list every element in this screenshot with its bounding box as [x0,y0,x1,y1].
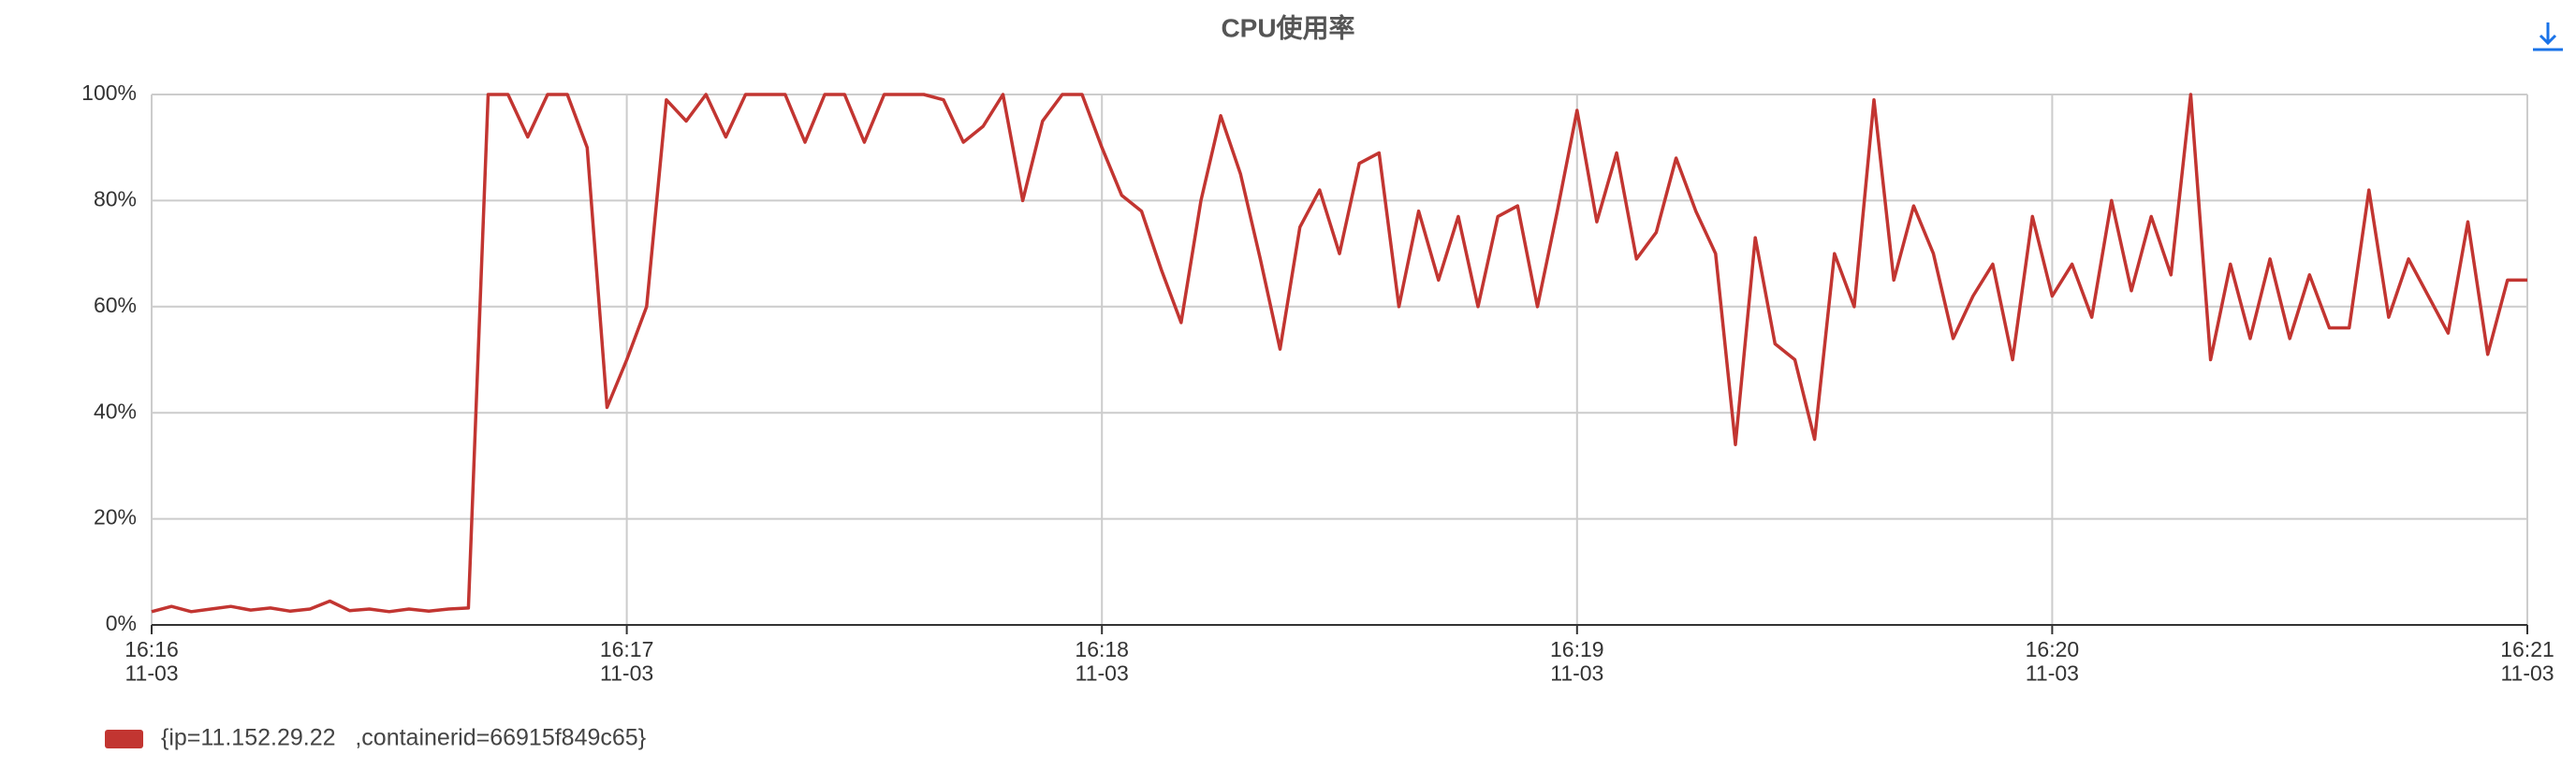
chart-title: CPU使用率 [1221,12,1354,42]
x-tick-label: 16:18 11-03 [1075,637,1129,685]
download-button[interactable] [2533,22,2563,51]
data-line [151,93,2527,614]
legend-label: {ip=11.152.29.22 ,containerid=66915f849c… [161,725,646,751]
x-tick-label: 16:20 11-03 [2026,637,2080,685]
x-tick-label: 16:21 11-03 [2500,637,2554,685]
x-tick-label: 16:17 11-03 [600,637,654,685]
y-tick-label: 40% [94,399,137,423]
y-tick-label: 80% [94,186,137,210]
legend-swatch [105,730,143,748]
y-tick-label: 60% [94,293,137,317]
y-tick-label: 100% [81,80,137,105]
y-tick-label: 20% [94,505,137,530]
x-tick-label: 16:19 11-03 [1550,637,1604,685]
x-tick-label: 16:16 11-03 [124,637,179,685]
y-tick-label: 0% [106,611,137,635]
download-arrow-head [2539,34,2557,46]
